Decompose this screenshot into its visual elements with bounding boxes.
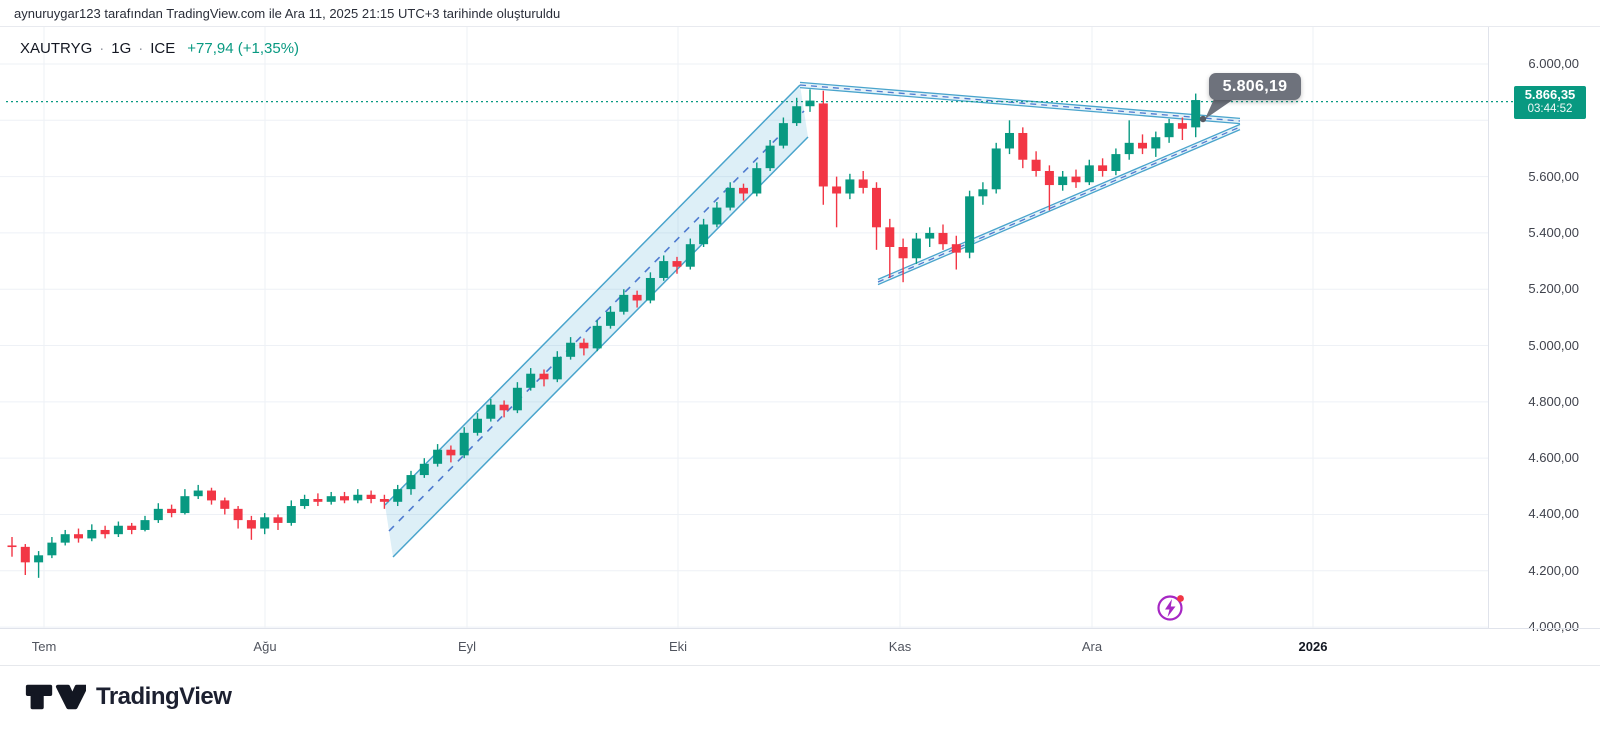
legend-change: +77,94 (+1,35%) [187, 39, 300, 57]
time-axis[interactable]: Tem Ağu Eyl Eki Kas Ara 2026 [0, 628, 1600, 666]
y-axis-label: 6.000,00 [1528, 56, 1579, 71]
x-axis-label: Tem [31, 639, 57, 654]
y-axis-label: 5.000,00 [1528, 337, 1579, 353]
symbol-legend[interactable]: XAUTRYG · 1G · ICE +77,94 (+1,35%) [20, 37, 299, 59]
price-chart-canvas[interactable] [0, 27, 1600, 733]
x-axis-label: Kas [888, 639, 912, 654]
x-axis-label: Ara [1081, 639, 1103, 654]
y-axis-label: 5.200,00 [1528, 281, 1579, 297]
callout-anchor-dot [1199, 115, 1207, 123]
tradingview-logo[interactable]: TradingView [24, 681, 232, 713]
callout-price-text: 5.806,19 [1222, 77, 1288, 95]
attribution-text: aynuruygar123 tarafından TradingView.com… [14, 5, 561, 21]
price-axis[interactable]: 6.000,00 5.600,00 5.400,00 5.200,00 5.000,00… [1488, 27, 1600, 634]
tradingview-logo-text: TradingView [96, 683, 232, 710]
current-price-value: 5.866,35 [1524, 86, 1576, 102]
y-axis-label: 4.000,00 [1528, 619, 1579, 635]
notification-dot [1177, 595, 1184, 602]
grid-lines [0, 27, 1488, 628]
legend-timeframe[interactable]: 1G [111, 39, 132, 57]
legend-separator: · [99, 39, 105, 57]
price-callout[interactable]: 5.806,19 [1209, 73, 1301, 100]
candlestick-series [7, 89, 1201, 578]
callout-tail [1205, 99, 1234, 119]
y-axis-label: 4.400,00 [1528, 506, 1579, 522]
y-axis-label: 4.800,00 [1528, 393, 1579, 409]
y-axis-label: 5.400,00 [1528, 224, 1579, 240]
wedge-upper-trendline[interactable] [799, 81, 1241, 125]
quick-action-button[interactable] [1154, 590, 1188, 624]
y-axis-label: 4.600,00 [1528, 450, 1579, 466]
x-axis-label: Eyl [457, 639, 477, 654]
current-price-label: 5.866,35 03:44:52 [1514, 85, 1586, 119]
legend-symbol[interactable]: XAUTRYG [20, 39, 93, 57]
bar-countdown: 03:44:52 [1527, 102, 1573, 115]
y-axis-label: 5.600,00 [1528, 168, 1579, 184]
attribution-bar: aynuruygar123 tarafından TradingView.com… [0, 0, 1600, 27]
y-axis-label: 4.200,00 [1528, 562, 1579, 578]
legend-separator: · [138, 39, 144, 57]
x-axis-label: 2026 [1298, 639, 1328, 654]
lightning-bolt-icon [1157, 595, 1184, 621]
x-axis-label: Eki [668, 639, 688, 654]
tradingview-logo-icon [25, 684, 86, 710]
wedge-lower-trendline[interactable] [877, 123, 1241, 286]
x-axis-label: Ağu [253, 639, 277, 654]
legend-exchange[interactable]: ICE [150, 39, 176, 57]
